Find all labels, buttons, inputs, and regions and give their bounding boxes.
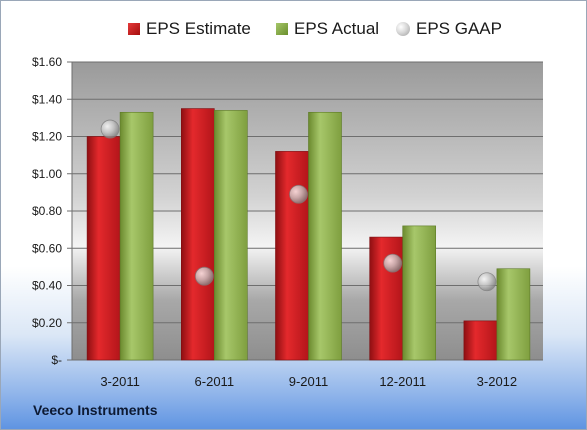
x-tick-label: 9-2011: [289, 374, 329, 389]
marker-eps-gaap: [477, 272, 497, 292]
legend-item-actual: EPS Actual: [276, 14, 379, 44]
bar-eps-actual: [214, 110, 248, 361]
legend-label-gaap: EPS GAAP: [416, 19, 502, 38]
y-tick-label: $0.60: [32, 241, 62, 255]
legend-swatch-gaap: [396, 22, 410, 36]
legend-item-estimate: EPS Estimate: [128, 14, 251, 44]
legend-swatch-estimate: [128, 23, 140, 35]
bar-eps-estimate: [463, 320, 498, 361]
bar-eps-estimate: [86, 136, 121, 361]
legend-item-gaap: EPS GAAP: [396, 14, 502, 44]
y-tick-label: $0.40: [32, 279, 62, 293]
y-tick-label: $1.60: [32, 55, 62, 69]
company-caption: Veeco Instruments: [33, 402, 158, 418]
marker-eps-gaap: [383, 253, 403, 273]
chart-legend: EPS Estimate EPS Actual EPS GAAP: [0, 14, 587, 44]
x-tick-label: 6-2011: [195, 374, 235, 389]
bar-eps-estimate: [275, 151, 309, 361]
y-tick-label: $-: [51, 353, 62, 367]
x-tick-label: 3-2012: [477, 374, 517, 389]
marker-eps-gaap: [289, 184, 308, 204]
marker-eps-gaap: [100, 119, 120, 139]
marker-eps-gaap: [194, 266, 214, 286]
bar-eps-actual: [119, 111, 154, 361]
y-tick-label: $1.20: [32, 130, 62, 144]
bar-eps-actual: [402, 225, 437, 361]
x-tick-label: 12-2011: [379, 374, 426, 389]
y-tick-label: $0.20: [32, 316, 62, 330]
bar-eps-actual: [308, 111, 342, 361]
y-tick-label: $1.00: [32, 167, 62, 181]
legend-label-estimate: EPS Estimate: [146, 19, 251, 38]
legend-swatch-actual: [276, 23, 288, 35]
bar-eps-estimate: [181, 108, 215, 361]
x-tick-label: 3-2011: [100, 374, 140, 389]
bar-eps-actual: [496, 268, 531, 361]
y-tick-label: $1.40: [32, 92, 62, 106]
legend-label-actual: EPS Actual: [294, 19, 380, 38]
y-tick-label: $0.80: [32, 204, 62, 218]
